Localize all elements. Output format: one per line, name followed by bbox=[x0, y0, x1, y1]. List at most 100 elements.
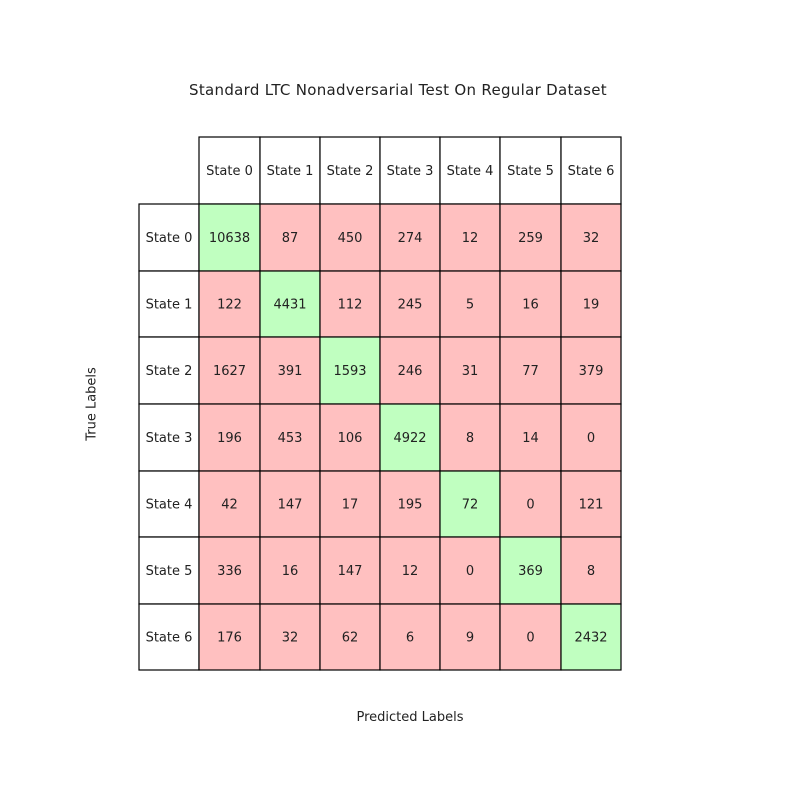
matrix-cell-3-2: 106 bbox=[319, 403, 381, 472]
chart-title: Standard LTC Nonadversarial Test On Regu… bbox=[189, 81, 607, 99]
column-header-6-text: State 6 bbox=[568, 164, 615, 179]
column-header-2: State 2 bbox=[319, 136, 381, 205]
matrix-cell-2-5-text: 77 bbox=[522, 364, 539, 379]
matrix-cell-0-5-text: 259 bbox=[518, 231, 543, 246]
matrix-cell-1-1-text: 4431 bbox=[273, 298, 306, 313]
matrix-cell-0-2: 450 bbox=[319, 203, 381, 272]
matrix-cell-6-4-text: 9 bbox=[466, 631, 474, 646]
matrix-cell-0-3: 274 bbox=[379, 203, 441, 272]
matrix-cell-3-5: 14 bbox=[499, 403, 562, 472]
matrix-cell-3-3-text: 4922 bbox=[393, 431, 426, 446]
matrix-cell-4-3-text: 195 bbox=[398, 498, 423, 513]
matrix-cell-4-6-text: 121 bbox=[579, 498, 604, 513]
row-header-1-text: State 1 bbox=[146, 298, 193, 313]
matrix-cell-4-1: 147 bbox=[259, 470, 321, 538]
row-header-6-text: State 6 bbox=[146, 631, 193, 646]
matrix-cell-0-6: 32 bbox=[560, 203, 622, 272]
row-header-3-text: State 3 bbox=[146, 431, 193, 446]
matrix-cell-2-3-text: 246 bbox=[398, 364, 423, 379]
y-axis-label: True Labels bbox=[84, 367, 100, 441]
matrix-cell-4-4: 72 bbox=[439, 470, 501, 538]
matrix-cell-1-1: 4431 bbox=[259, 270, 321, 338]
matrix-cell-5-2: 147 bbox=[319, 536, 381, 605]
matrix-cell-2-6-text: 379 bbox=[579, 364, 604, 379]
matrix-cell-6-1: 32 bbox=[259, 603, 321, 671]
column-header-5: State 5 bbox=[499, 136, 562, 205]
matrix-cell-4-0: 42 bbox=[198, 470, 261, 538]
matrix-cell-5-1-text: 16 bbox=[282, 564, 299, 579]
matrix-cell-0-4-text: 12 bbox=[462, 231, 479, 246]
matrix-cell-2-1: 391 bbox=[259, 336, 321, 405]
matrix-cell-3-1-text: 453 bbox=[278, 431, 303, 446]
matrix-cell-1-2-text: 112 bbox=[338, 298, 363, 313]
matrix-cell-4-5-text: 0 bbox=[526, 498, 534, 513]
matrix-cell-2-5: 77 bbox=[499, 336, 562, 405]
row-header-2: State 2 bbox=[138, 336, 200, 405]
column-header-1: State 1 bbox=[259, 136, 321, 205]
matrix-cell-4-6: 121 bbox=[560, 470, 622, 538]
matrix-cell-0-2-text: 450 bbox=[338, 231, 363, 246]
matrix-cell-4-3: 195 bbox=[379, 470, 441, 538]
matrix-cell-2-4: 31 bbox=[439, 336, 501, 405]
matrix-cell-3-2-text: 106 bbox=[338, 431, 363, 446]
column-header-3: State 3 bbox=[379, 136, 441, 205]
row-header-4: State 4 bbox=[138, 470, 200, 538]
column-header-1-text: State 1 bbox=[267, 164, 314, 179]
matrix-cell-1-0-text: 122 bbox=[217, 298, 242, 313]
matrix-cell-5-6-text: 8 bbox=[587, 564, 595, 579]
matrix-cell-4-1-text: 147 bbox=[278, 498, 303, 513]
matrix-cell-5-4-text: 0 bbox=[466, 564, 474, 579]
matrix-cell-6-2-text: 62 bbox=[342, 631, 359, 646]
matrix-cell-4-0-text: 42 bbox=[221, 498, 238, 513]
matrix-cell-6-5-text: 0 bbox=[526, 631, 534, 646]
matrix-cell-5-4: 0 bbox=[439, 536, 501, 605]
matrix-cell-2-3: 246 bbox=[379, 336, 441, 405]
matrix-cell-6-3: 6 bbox=[379, 603, 441, 671]
matrix-cell-0-1: 87 bbox=[259, 203, 321, 272]
matrix-cell-5-2-text: 147 bbox=[338, 564, 363, 579]
matrix-cell-3-0: 196 bbox=[198, 403, 261, 472]
column-header-5-text: State 5 bbox=[507, 164, 554, 179]
row-header-0-text: State 0 bbox=[146, 231, 193, 246]
matrix-cell-5-1: 16 bbox=[259, 536, 321, 605]
matrix-cell-5-5: 369 bbox=[499, 536, 562, 605]
matrix-cell-5-0-text: 336 bbox=[217, 564, 242, 579]
column-header-0-text: State 0 bbox=[206, 164, 253, 179]
matrix-cell-2-2: 1593 bbox=[319, 336, 381, 405]
matrix-cell-1-3-text: 245 bbox=[398, 298, 423, 313]
x-axis-label: Predicted Labels bbox=[356, 710, 464, 725]
matrix-cell-2-4-text: 31 bbox=[462, 364, 479, 379]
matrix-cell-0-1-text: 87 bbox=[282, 231, 299, 246]
row-header-0: State 0 bbox=[138, 203, 200, 272]
row-header-4-text: State 4 bbox=[146, 498, 193, 513]
matrix-cell-3-5-text: 14 bbox=[522, 431, 539, 446]
column-header-2-text: State 2 bbox=[327, 164, 374, 179]
matrix-cell-5-0: 336 bbox=[198, 536, 261, 605]
matrix-cell-3-3: 4922 bbox=[379, 403, 441, 472]
matrix-cell-6-0: 176 bbox=[198, 603, 261, 671]
column-header-4: State 4 bbox=[439, 136, 501, 205]
matrix-cell-1-2: 112 bbox=[319, 270, 381, 338]
column-header-4-text: State 4 bbox=[447, 164, 494, 179]
matrix-cell-0-0-text: 10638 bbox=[209, 231, 250, 246]
matrix-cell-1-5-text: 16 bbox=[522, 298, 539, 313]
matrix-cell-5-3-text: 12 bbox=[402, 564, 419, 579]
matrix-cell-6-2: 62 bbox=[319, 603, 381, 671]
matrix-cell-4-2: 17 bbox=[319, 470, 381, 538]
column-header-3-text: State 3 bbox=[387, 164, 434, 179]
matrix-cell-3-4: 8 bbox=[439, 403, 501, 472]
matrix-cell-3-6: 0 bbox=[560, 403, 622, 472]
matrix-cell-1-0: 122 bbox=[198, 270, 261, 338]
matrix-cell-2-0-text: 1627 bbox=[213, 364, 246, 379]
matrix-cell-2-2-text: 1593 bbox=[333, 364, 366, 379]
matrix-cell-5-3: 12 bbox=[379, 536, 441, 605]
matrix-cell-4-5: 0 bbox=[499, 470, 562, 538]
matrix-cell-6-0-text: 176 bbox=[217, 631, 242, 646]
column-header-6: State 6 bbox=[560, 136, 622, 205]
matrix-cell-6-6-text: 2432 bbox=[574, 631, 607, 646]
matrix-cell-6-4: 9 bbox=[439, 603, 501, 671]
matrix-cell-3-1: 453 bbox=[259, 403, 321, 472]
matrix-cell-0-3-text: 274 bbox=[398, 231, 423, 246]
matrix-cell-4-4-text: 72 bbox=[462, 498, 479, 513]
